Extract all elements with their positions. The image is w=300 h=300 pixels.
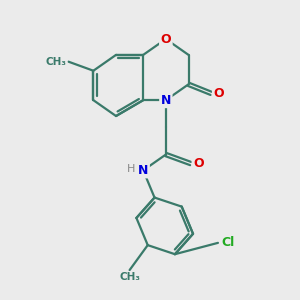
Text: N: N	[138, 164, 148, 177]
Text: H: H	[127, 164, 135, 174]
Text: O: O	[193, 157, 204, 170]
Text: O: O	[160, 32, 171, 46]
Text: CH₃: CH₃	[119, 272, 140, 282]
Text: Cl: Cl	[221, 236, 235, 249]
Text: N: N	[161, 94, 171, 107]
Text: O: O	[213, 87, 224, 100]
Text: CH₃: CH₃	[45, 57, 66, 67]
